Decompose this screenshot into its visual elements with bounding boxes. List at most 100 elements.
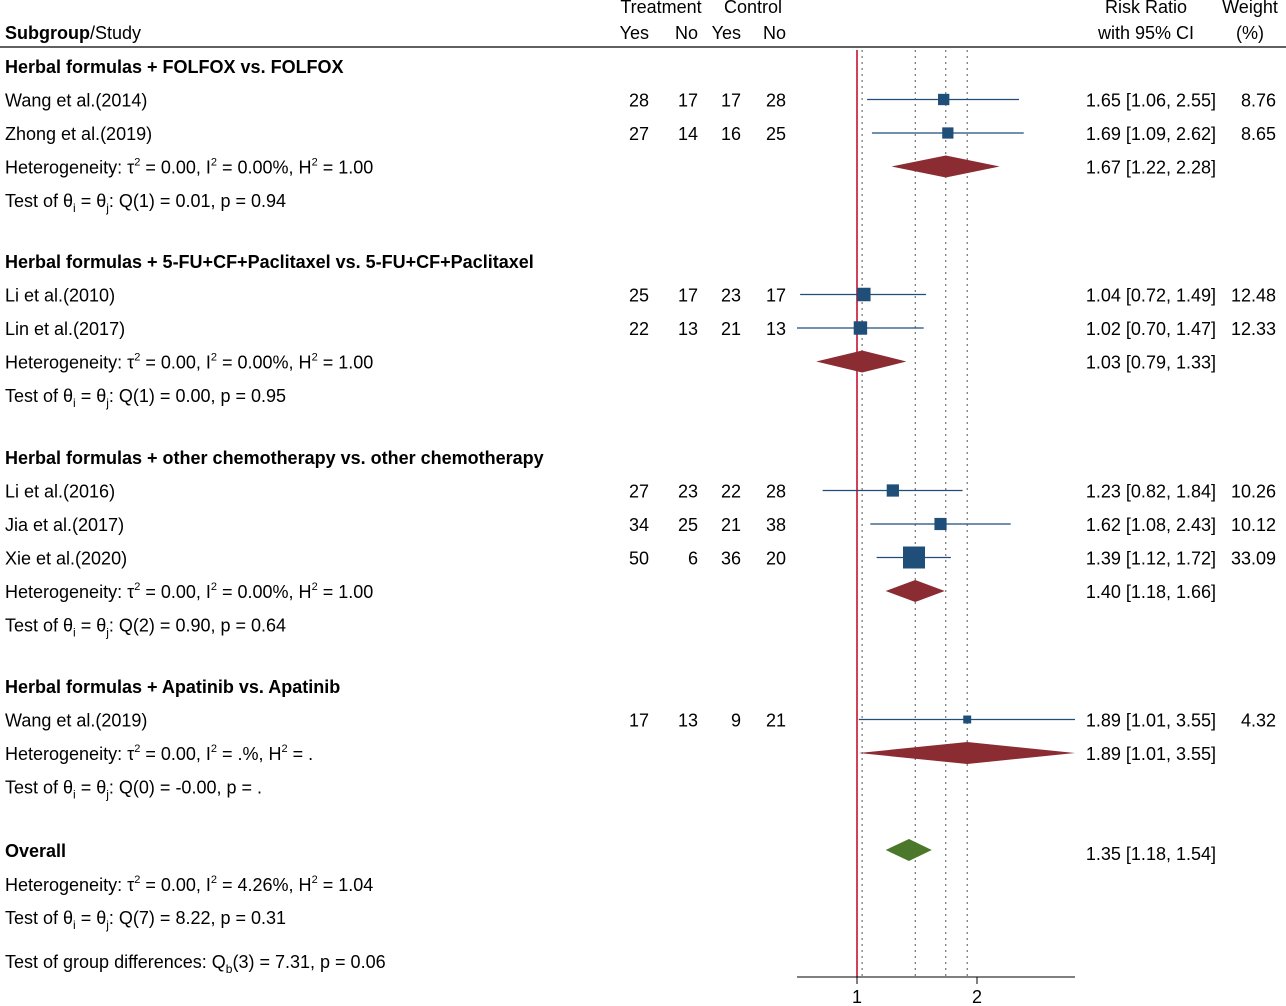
study-3-2-risk-ratio: 1.62 [1.08, 2.43] <box>1086 515 1216 535</box>
study-4-1-treatment-yes: 17 <box>629 711 649 731</box>
study-3-3-risk-ratio: 1.39 [1.12, 1.72] <box>1086 549 1216 569</box>
study-3-1-weight: 10.26 <box>1231 482 1276 502</box>
study-3-1-control-yes: 22 <box>721 482 741 502</box>
study-3-3-control-no: 20 <box>766 549 786 569</box>
study-1-1-risk-ratio: 1.65 [1.06, 2.55] <box>1086 91 1216 111</box>
study-3-2-treatment-yes: 34 <box>629 515 649 535</box>
study-1-2-control-yes: 16 <box>721 124 741 144</box>
subgroup-2-heterogeneity: Heterogeneity: τ2 = 0.00, I2 = 0.00%, H2… <box>5 352 373 373</box>
study-1-2-risk-ratio: 1.69 [1.09, 2.62] <box>1086 124 1216 144</box>
study-2-1-name: Li et al.(2010) <box>5 286 115 306</box>
study-1-1-control-yes: 17 <box>721 91 741 111</box>
header-subgroup-study: Subgroup/Study <box>5 23 141 43</box>
study-3-3-treatment-no: 6 <box>688 549 698 569</box>
study-4-1-risk-ratio: 1.89 [1.01, 3.55] <box>1086 711 1216 731</box>
subgroup-3-test: Test of θi = θj: Q(2) = 0.90, p = 0.64 <box>5 616 286 640</box>
study-4-1-control-no: 21 <box>766 711 786 731</box>
overall-diamond <box>885 839 932 861</box>
study-2-2-control-yes: 21 <box>721 319 741 339</box>
study-3-3-point <box>903 546 926 569</box>
overall-risk-ratio: 1.35 [1.18, 1.54] <box>1086 844 1216 864</box>
header-control: Control <box>724 0 782 17</box>
header-control-no: No <box>763 23 786 43</box>
study-4-1-treatment-no: 13 <box>678 711 698 731</box>
study-2-1-treatment-no: 17 <box>678 286 698 306</box>
study-3-3-weight: 33.09 <box>1231 549 1276 569</box>
study-3-2-treatment-no: 25 <box>678 515 698 535</box>
subgroup-2-diamond <box>816 350 907 373</box>
study-1-1-control-no: 28 <box>766 91 786 111</box>
study-2-1-treatment-yes: 25 <box>629 286 649 306</box>
subgroup-3-diamond <box>885 580 945 602</box>
subgroup-4-pooled-risk-ratio: 1.89 [1.01, 3.55] <box>1086 744 1216 764</box>
subgroup-title-2: Herbal formulas + 5-FU+CF+Paclitaxel vs.… <box>5 252 534 272</box>
study-2-2-control-no: 13 <box>766 319 786 339</box>
subgroup-4-diamond <box>858 742 1075 764</box>
study-2-2-treatment-no: 13 <box>678 319 698 339</box>
x-tick-label-1: 1 <box>852 987 862 1006</box>
study-3-3-treatment-yes: 50 <box>629 549 649 569</box>
study-2-1-control-no: 17 <box>766 286 786 306</box>
study-2-1-control-yes: 23 <box>721 286 741 306</box>
subgroup-title-4: Herbal formulas + Apatinib vs. Apatinib <box>5 677 340 697</box>
header-weight: Weight <box>1222 0 1278 17</box>
study-2-1-point <box>857 287 871 302</box>
study-1-2-point <box>942 127 954 139</box>
subgroup-4-heterogeneity: Heterogeneity: τ2 = 0.00, I2 = .%, H2 = … <box>5 743 313 764</box>
header-ci: with 95% CI <box>1097 23 1194 43</box>
study-1-1-treatment-no: 17 <box>678 91 698 111</box>
header-weight-unit: (%) <box>1236 23 1264 43</box>
header-treatment-yes: Yes <box>620 23 649 43</box>
header-control-yes: Yes <box>712 23 741 43</box>
study-3-1-treatment-no: 23 <box>678 482 698 502</box>
header-treatment-no: No <box>675 23 698 43</box>
subgroup-4-test: Test of θi = θj: Q(0) = -0.00, p = . <box>5 778 262 802</box>
subgroup-1-test: Test of θi = θj: Q(1) = 0.01, p = 0.94 <box>5 191 286 215</box>
study-1-2-treatment-yes: 27 <box>629 124 649 144</box>
study-3-2-name: Jia et al.(2017) <box>5 515 124 535</box>
study-4-1-weight: 4.32 <box>1241 711 1276 731</box>
study-2-2-risk-ratio: 1.02 [0.70, 1.47] <box>1086 319 1216 339</box>
study-2-2-point <box>853 321 868 335</box>
study-2-1-risk-ratio: 1.04 [0.72, 1.49] <box>1086 286 1216 306</box>
header-treatment: Treatment <box>620 0 701 17</box>
subgroup-title-3: Herbal formulas + other chemotherapy vs.… <box>5 448 544 468</box>
subgroup-3-heterogeneity: Heterogeneity: τ2 = 0.00, I2 = 0.00%, H2… <box>5 581 373 602</box>
study-2-2-weight: 12.33 <box>1231 319 1276 339</box>
study-3-1-control-no: 28 <box>766 482 786 502</box>
study-3-1-treatment-yes: 27 <box>629 482 649 502</box>
study-4-1-name: Wang et al.(2019) <box>5 711 147 731</box>
study-4-1-control-yes: 9 <box>731 711 741 731</box>
study-1-2-treatment-no: 14 <box>678 124 698 144</box>
study-1-1-name: Wang et al.(2014) <box>5 91 147 111</box>
study-3-2-control-yes: 21 <box>721 515 741 535</box>
study-3-2-weight: 10.12 <box>1231 515 1276 535</box>
study-1-1-point <box>938 93 950 106</box>
subgroup-1-diamond <box>891 155 1000 178</box>
study-3-1-name: Li et al.(2016) <box>5 482 115 502</box>
subgroup-2-test: Test of θi = θj: Q(1) = 0.00, p = 0.95 <box>5 386 286 410</box>
study-1-2-weight: 8.65 <box>1241 124 1276 144</box>
study-2-2-name: Lin et al.(2017) <box>5 319 125 339</box>
overall-test: Test of θi = θj: Q(7) = 8.22, p = 0.31 <box>5 908 286 932</box>
study-2-1-weight: 12.48 <box>1231 286 1276 306</box>
study-1-2-control-no: 25 <box>766 124 786 144</box>
study-3-2-point <box>934 517 947 531</box>
study-1-1-weight: 8.76 <box>1241 91 1276 111</box>
subgroup-title-1: Herbal formulas + FOLFOX vs. FOLFOX <box>5 57 344 77</box>
study-4-1-point <box>963 715 972 724</box>
overall-title: Overall <box>5 841 66 861</box>
study-3-1-point <box>886 484 899 497</box>
study-3-3-control-yes: 36 <box>721 549 741 569</box>
study-3-3-name: Xie et al.(2020) <box>5 549 127 569</box>
subgroup-1-pooled-risk-ratio: 1.67 [1.22, 2.28] <box>1086 158 1216 178</box>
header-risk-ratio: Risk Ratio <box>1105 0 1187 17</box>
study-3-1-risk-ratio: 1.23 [0.82, 1.84] <box>1086 482 1216 502</box>
subgroup-3-pooled-risk-ratio: 1.40 [1.18, 1.66] <box>1086 582 1216 602</box>
group-differences-test: Test of group differences: Qb(3) = 7.31,… <box>5 952 386 976</box>
subgroup-1-heterogeneity: Heterogeneity: τ2 = 0.00, I2 = 0.00%, H2… <box>5 157 373 178</box>
x-tick-label-2: 2 <box>972 987 982 1006</box>
study-3-2-control-no: 38 <box>766 515 786 535</box>
study-1-2-name: Zhong et al.(2019) <box>5 124 152 144</box>
